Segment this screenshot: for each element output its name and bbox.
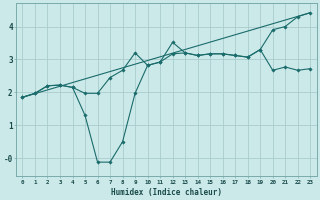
X-axis label: Humidex (Indice chaleur): Humidex (Indice chaleur)	[111, 188, 222, 197]
